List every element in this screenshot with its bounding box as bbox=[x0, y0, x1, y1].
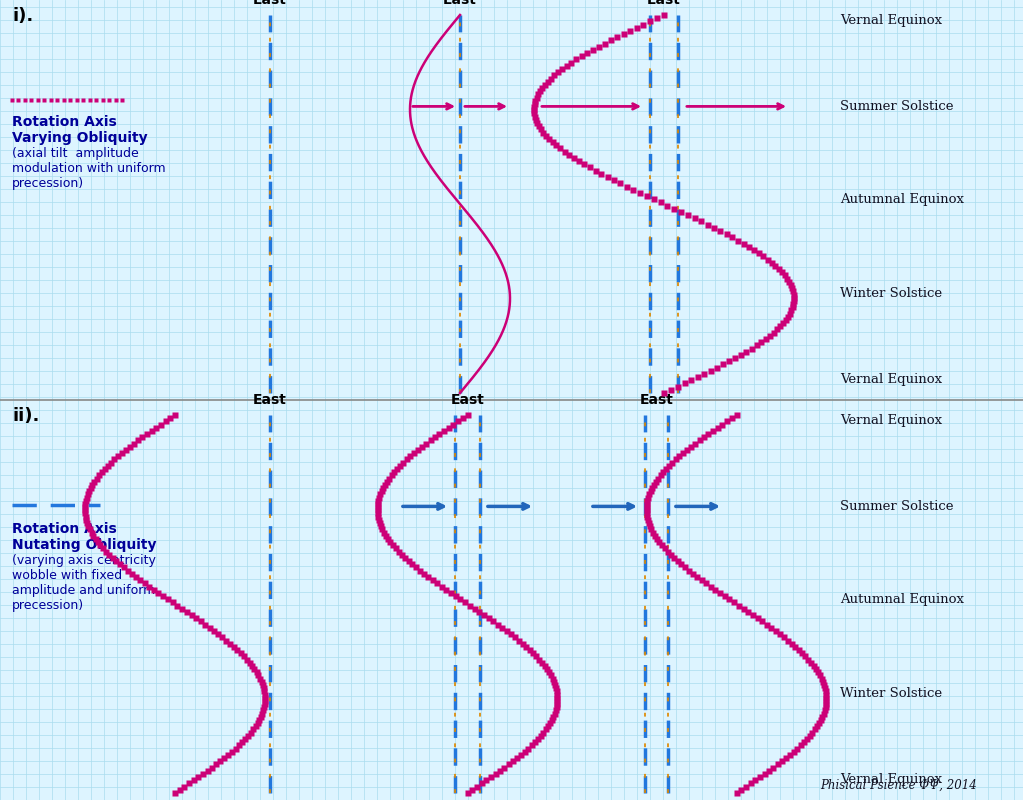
Text: East: East bbox=[443, 0, 477, 7]
Text: Vernal Equinox: Vernal Equinox bbox=[840, 373, 942, 386]
Text: Phisical Psience ΦΨ, 2014: Phisical Psience ΦΨ, 2014 bbox=[820, 779, 977, 792]
Text: Nutating Obliquity: Nutating Obliquity bbox=[12, 538, 157, 552]
Text: East: East bbox=[450, 393, 485, 407]
Text: Vernal Equinox: Vernal Equinox bbox=[840, 14, 942, 27]
Text: Rotation Axis: Rotation Axis bbox=[12, 115, 117, 129]
Text: Winter Solstice: Winter Solstice bbox=[840, 287, 942, 300]
Text: Rotation Axis: Rotation Axis bbox=[12, 522, 117, 536]
Text: precession): precession) bbox=[12, 599, 84, 612]
Text: Autumnal Equinox: Autumnal Equinox bbox=[840, 194, 964, 206]
Text: ii).: ii). bbox=[12, 407, 39, 425]
Text: East: East bbox=[253, 0, 286, 7]
Text: East: East bbox=[253, 393, 286, 407]
Text: Autumnal Equinox: Autumnal Equinox bbox=[840, 594, 964, 606]
Text: Varying Obliquity: Varying Obliquity bbox=[12, 131, 147, 145]
Text: Summer Solstice: Summer Solstice bbox=[840, 100, 953, 113]
Text: Vernal Equinox: Vernal Equinox bbox=[840, 414, 942, 427]
Text: East: East bbox=[639, 393, 673, 407]
Text: amplitude and uniform: amplitude and uniform bbox=[12, 584, 155, 597]
Text: Summer Solstice: Summer Solstice bbox=[840, 500, 953, 513]
Text: East: East bbox=[648, 0, 681, 7]
Text: i).: i). bbox=[12, 7, 34, 25]
Text: precession): precession) bbox=[12, 177, 84, 190]
Text: Winter Solstice: Winter Solstice bbox=[840, 687, 942, 700]
Text: (varying axis centricity: (varying axis centricity bbox=[12, 554, 155, 567]
Text: Vernal Equinox: Vernal Equinox bbox=[840, 773, 942, 786]
Text: (axial tilt  amplitude: (axial tilt amplitude bbox=[12, 147, 139, 160]
Text: modulation with uniform: modulation with uniform bbox=[12, 162, 166, 175]
Text: wobble with fixed: wobble with fixed bbox=[12, 569, 122, 582]
